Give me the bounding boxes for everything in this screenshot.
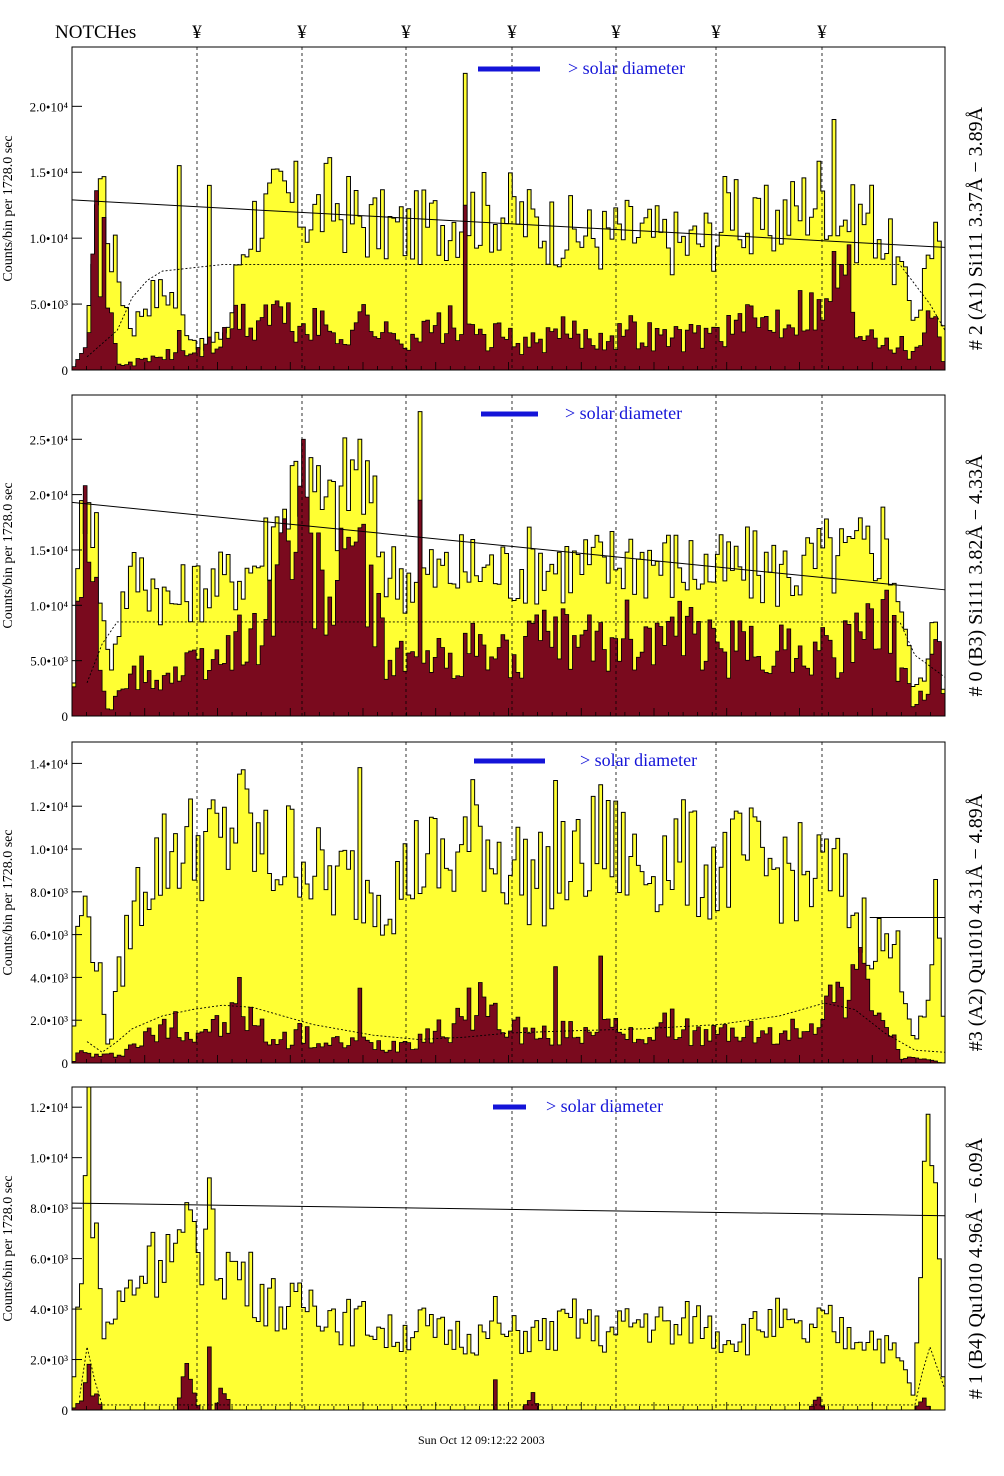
panel-b4: 0 2.0•10³ 4.0•10³ 6.0•10³ 8.0•10³ 1.0•10⁴ 1.2•…: [1, 1086, 987, 1418]
notch-marker: ¥: [297, 22, 307, 43]
y-tick-label: 1.2•10⁴: [30, 799, 69, 814]
panel-b3: 0 5.0•10³ 1.0•10⁴ 1.5•10⁴ 2.0•10⁴ 2.5•10⁴ Coun…: [1, 394, 987, 724]
y-tick-label: 1.0•10⁴: [30, 1151, 69, 1166]
subset-counts-histogram: [71, 190, 946, 371]
background-curve: [86, 1002, 946, 1053]
y-tick-label: 6.0•10³: [30, 1252, 68, 1267]
y-tick-label: 1.5•10⁴: [30, 543, 69, 558]
y-tick-label: 0: [62, 709, 69, 724]
panel-side-label: # 2 (A1) Si111 3.37Å − 3.89Å: [965, 106, 987, 350]
notch-marker: ¥: [711, 22, 721, 43]
y-tick-label: 1.5•10⁴: [30, 165, 69, 180]
y-tick-label: 1.4•10⁴: [30, 756, 69, 771]
panels: 0 5.0•10³ 1.0•10⁴ 1.5•10⁴ 2.0•10⁴ Counts/bin …: [1, 46, 987, 1418]
panel-a2: 0 2.0•10³ 4.0•10³ 6.0•10³ 8.0•10³ 1.0•10⁴ 1.2•…: [1, 741, 987, 1071]
subset-counts-histogram: [71, 946, 946, 1064]
y-tick-label: 8.0•10³: [30, 1201, 68, 1216]
y-axis-label: Counts/bin per 1728.0 sec: [1, 829, 16, 975]
y-tick-label: 5.0•10³: [30, 654, 68, 669]
notch-marker: ¥: [817, 22, 827, 43]
y-tick-label: 2.0•10⁴: [30, 488, 69, 503]
y-tick-label: 0: [62, 363, 69, 378]
y-tick-label: 4.0•10³: [30, 970, 68, 985]
y-tick-label: 1.0•10⁴: [30, 231, 69, 246]
subset-counts-histogram: [71, 438, 946, 717]
trend-line: [71, 1202, 946, 1217]
notch-marker: ¥: [192, 22, 202, 43]
notches-header: NOTCHes ¥ ¥ ¥ ¥ ¥ ¥ ¥: [55, 22, 827, 43]
total-counts-histogram: [71, 72, 946, 371]
notch-marker: ¥: [401, 22, 411, 43]
panel-side-label: # 1 (B4) Qu1010 4.96Å − 6.09Å: [965, 1137, 987, 1399]
y-tick-label: 0: [62, 1056, 69, 1071]
y-tick-label: 2.0•10³: [30, 1013, 68, 1028]
total-counts-histogram: [71, 1086, 946, 1411]
y-axis-label: Counts/bin per 1728.0 sec: [1, 1175, 16, 1321]
y-axis-label: Counts/bin per 1728.0 sec: [1, 135, 16, 281]
panel-side-label: #3 (A2) Qu1010 4.31Å − 4.89Å: [965, 793, 987, 1051]
subset-counts-histogram: [71, 1346, 945, 1411]
trend-line: [71, 501, 946, 591]
panel-a1: 0 5.0•10³ 1.0•10⁴ 1.5•10⁴ 2.0•10⁴ Counts/bin …: [1, 46, 987, 378]
total-counts-histogram: [71, 767, 946, 1064]
notch-marker: ¥: [611, 22, 621, 43]
y-tick-label: 1.0•10⁴: [30, 842, 69, 857]
y-tick-label: 5.0•10³: [30, 297, 68, 312]
y-axis-label: Counts/bin per 1728.0 sec: [1, 482, 16, 628]
y-tick-label: 1.0•10⁴: [30, 598, 69, 613]
trend-line: [71, 199, 946, 248]
solar-diameter-label: > solar diameter: [568, 58, 685, 78]
y-tick-label: 2.5•10⁴: [30, 432, 69, 447]
solar-diameter-label: > solar diameter: [565, 403, 682, 423]
notch-marker: ¥: [507, 22, 517, 43]
notches-title: NOTCHes: [55, 22, 136, 43]
y-tick-label: 4.0•10³: [30, 1302, 68, 1317]
solar-diameter-label: > solar diameter: [546, 1096, 663, 1116]
y-tick-label: 2.0•10³: [30, 1353, 68, 1368]
background-curve: [86, 264, 946, 358]
y-tick-label: 2.0•10⁴: [30, 99, 69, 114]
y-tick-label: 8.0•10³: [30, 885, 68, 900]
y-tick-label: 1.2•10⁴: [30, 1100, 69, 1115]
y-tick-label: 6.0•10³: [30, 928, 68, 943]
footer-timestamp: Sun Oct 12 09:12:22 2003: [418, 1433, 545, 1447]
background-curve: [86, 621, 946, 683]
panel-side-label: # 0 (B3) Si111 3.82Å − 4.33Å: [965, 454, 987, 697]
solar-diameter-label: > solar diameter: [580, 750, 697, 770]
y-tick-label: 0: [62, 1403, 69, 1418]
